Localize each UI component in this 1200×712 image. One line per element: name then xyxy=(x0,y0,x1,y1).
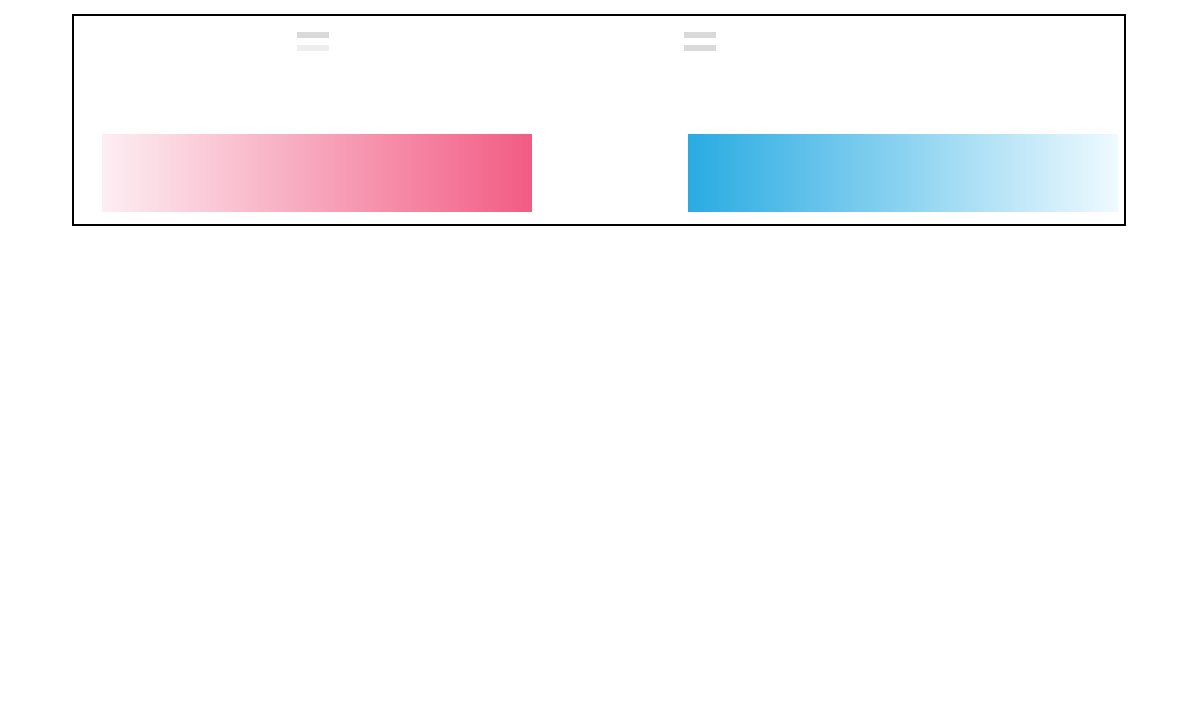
legend-box xyxy=(72,14,1126,226)
left-team-gradient-box xyxy=(102,134,532,212)
match-cards-row-b xyxy=(8,520,1192,704)
legend-label-party-similarity xyxy=(684,32,716,38)
legend-left-pills xyxy=(74,32,552,51)
section-b-header xyxy=(8,474,1192,522)
match-cards-row-a xyxy=(8,286,1192,470)
legend-label-enemy-ping-similarity xyxy=(684,45,716,51)
legend-top-row xyxy=(74,32,1124,51)
legend-gradient-row xyxy=(102,134,1118,212)
section-a-header xyxy=(8,238,1192,286)
section-a-summary xyxy=(528,238,591,284)
legend-label-team-skill-similarity xyxy=(297,32,329,38)
legend-right-pills xyxy=(684,32,716,51)
section-b-summary xyxy=(528,474,546,520)
right-team-gradient-box xyxy=(688,134,1118,212)
legend-label-player-skill-similarity xyxy=(297,45,329,51)
